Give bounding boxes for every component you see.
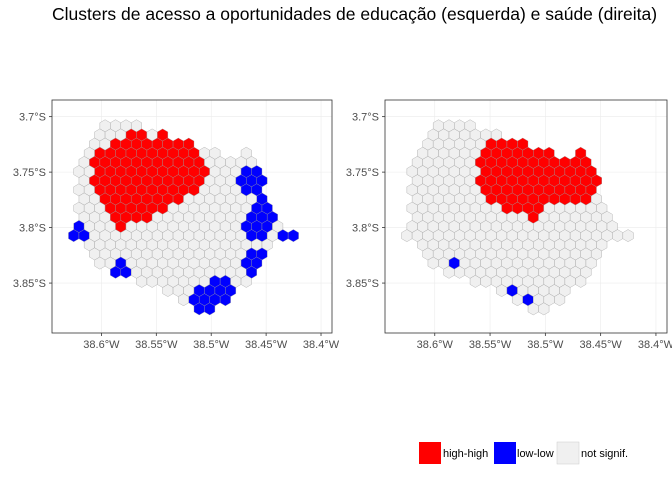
- x-tick-label: 38.5°W: [193, 339, 230, 351]
- hex-not-signif: [240, 275, 252, 288]
- hex-low-low: [204, 302, 216, 316]
- x-tick-label: 38.6°W: [417, 339, 454, 351]
- panel-border: [51, 99, 333, 334]
- legend-swatch-high-high: [419, 442, 441, 464]
- x-tick-label: 38.55°W: [469, 339, 512, 351]
- legend-swatch-not-signif: [556, 441, 580, 465]
- legend-label-not-signif: not signif.: [581, 448, 628, 460]
- x-tick-label: 38.55°W: [135, 339, 178, 351]
- hexagon-layer: [68, 119, 299, 316]
- panel-border: [384, 99, 668, 334]
- hex-not-signif: [538, 302, 550, 316]
- hex-not-signif: [575, 275, 587, 288]
- legend-swatch-low-low: [494, 442, 516, 464]
- hex-low-low: [219, 293, 231, 307]
- y-tick-label: 3.75°S: [13, 167, 46, 179]
- legend-label-low-low: low-low: [517, 448, 554, 460]
- y-tick-label: 3.8°S: [19, 223, 46, 235]
- y-tick-label: 3.8°S: [352, 223, 379, 235]
- y-tick-label: 3.7°S: [19, 112, 46, 124]
- map-panel-health: 38.6°W 38.55°W 38.5°W 38.45°W 38.4°W 3.7°S 3.7…: [346, 99, 672, 351]
- x-tick-label: 38.5°W: [527, 339, 564, 351]
- x-tick-label: 38.45°W: [579, 339, 622, 351]
- hexagon-layer: [401, 119, 634, 316]
- chart-title: Clusters de acesso a oportunidades de ed…: [52, 4, 658, 24]
- y-tick-label: 3.85°S: [346, 278, 379, 290]
- legend: high-high low-low not signif.: [419, 441, 628, 465]
- hex-low-low: [287, 229, 299, 242]
- map-panel-education: 38.6°W 38.55°W 38.5°W 38.45°W 38.4°W 3.7°S 3.7…: [13, 99, 340, 351]
- hex-not-signif: [554, 293, 566, 307]
- y-tick-label: 3.85°S: [13, 278, 46, 290]
- legend-label-high-high: high-high: [443, 448, 488, 460]
- y-tick-label: 3.75°S: [346, 167, 379, 179]
- hex-not-signif: [622, 229, 634, 242]
- x-tick-label: 38.4°W: [638, 339, 672, 351]
- x-tick-label: 38.4°W: [303, 339, 340, 351]
- y-tick-label: 3.7°S: [352, 112, 379, 124]
- x-tick-label: 38.45°W: [245, 339, 288, 351]
- x-tick-label: 38.6°W: [83, 339, 120, 351]
